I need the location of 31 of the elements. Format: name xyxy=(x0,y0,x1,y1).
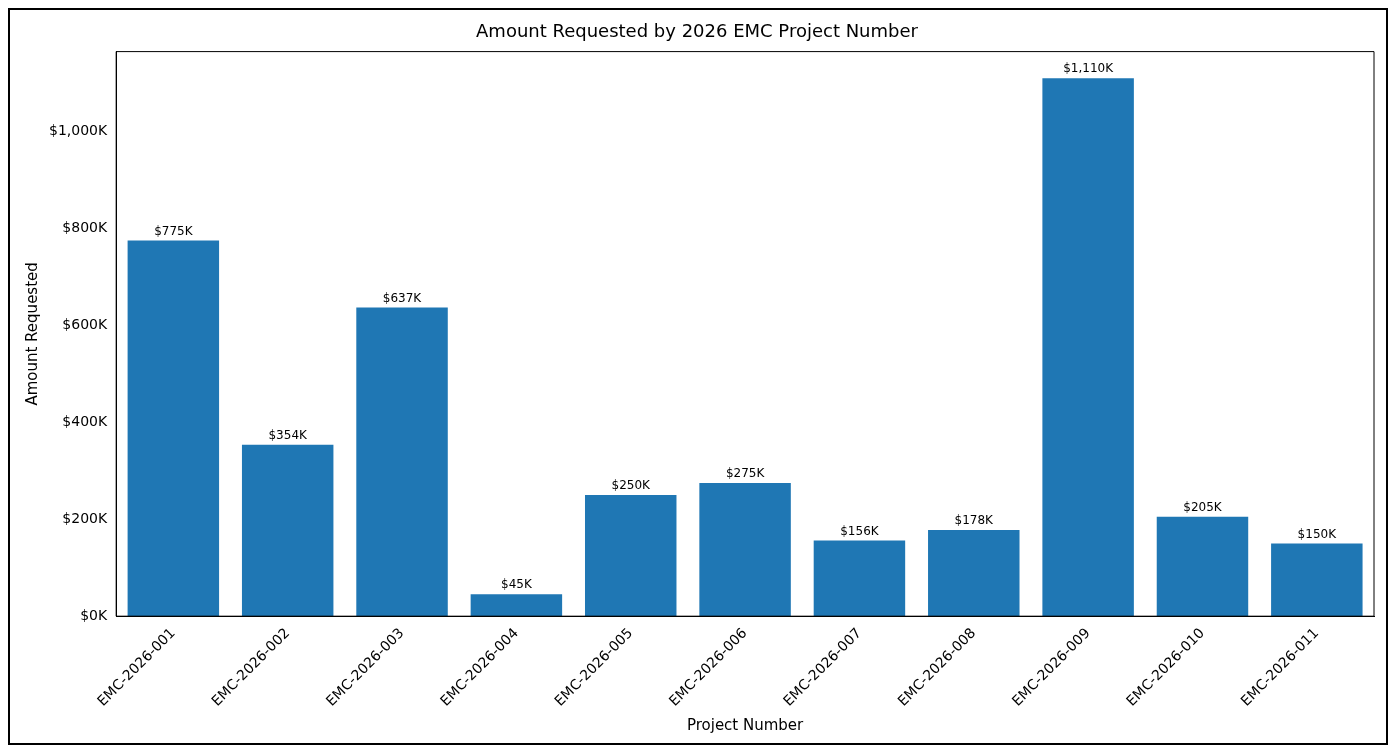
bar xyxy=(127,240,220,617)
data-label: $275K xyxy=(725,466,766,481)
chart-title: Amount Requested by 2026 EMC Project Number xyxy=(476,20,919,42)
bar xyxy=(1042,78,1134,617)
data-label: $250K xyxy=(611,478,652,493)
bar xyxy=(699,482,791,617)
y-tick-label: $0K xyxy=(80,606,108,623)
data-label: $150K xyxy=(1297,526,1338,541)
data-label: $354K xyxy=(268,427,309,442)
bar xyxy=(928,529,1020,617)
data-label: $205K xyxy=(1183,499,1223,514)
data-label: $775K xyxy=(154,223,194,238)
data-label: $1,110K xyxy=(1063,61,1115,76)
bar xyxy=(241,444,334,617)
y-tick-label: $200K xyxy=(62,509,108,526)
data-label: $45K xyxy=(501,577,533,592)
data-label: $156K xyxy=(840,523,880,538)
y-tick-label: $400K xyxy=(62,412,108,429)
y-tick-label: $1,000K xyxy=(49,122,108,139)
bar xyxy=(813,540,906,617)
bar xyxy=(1271,543,1363,617)
bar xyxy=(585,495,677,617)
bar xyxy=(470,594,563,617)
y-tick-label: $800K xyxy=(62,219,108,236)
bar xyxy=(1156,516,1249,617)
data-label: $637K xyxy=(382,290,423,305)
bar xyxy=(356,307,448,617)
x-axis-title: Project Number xyxy=(686,715,805,734)
y-tick-label: $600K xyxy=(62,316,108,333)
data-label: $178K xyxy=(954,513,995,528)
y-axis-title: Amount Requested xyxy=(22,262,41,406)
